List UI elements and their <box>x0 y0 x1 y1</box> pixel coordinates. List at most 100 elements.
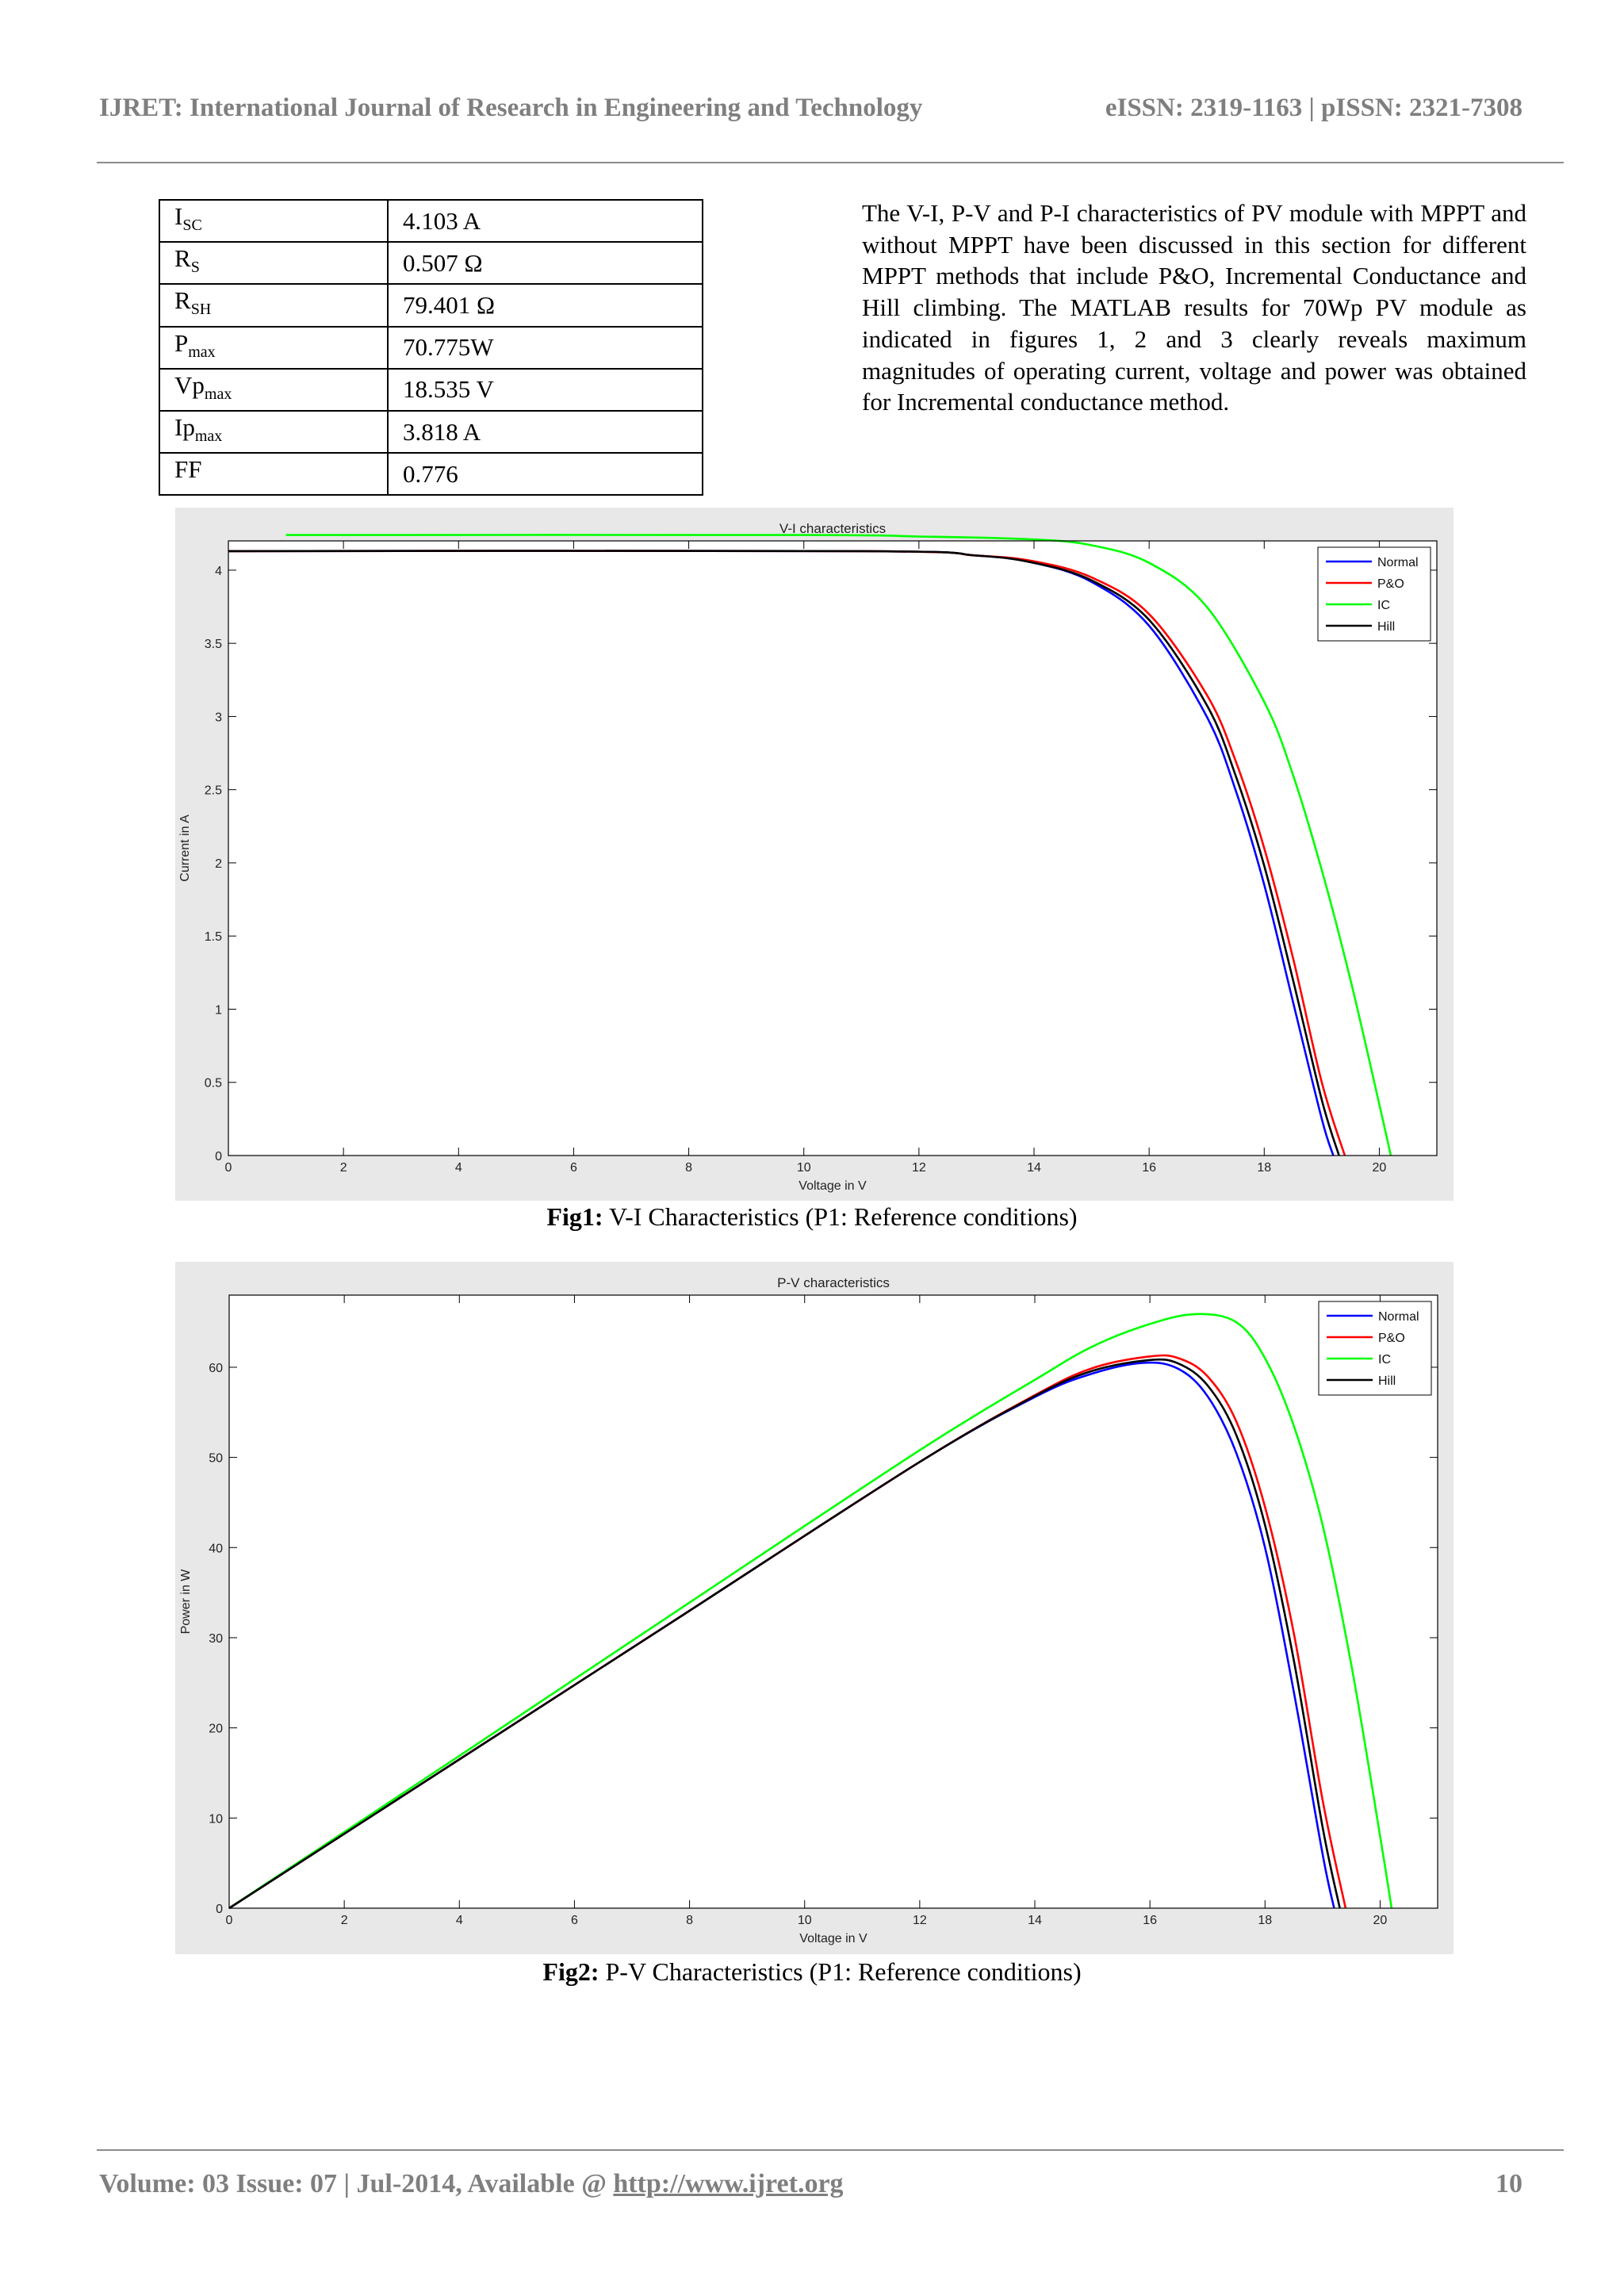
param-row: RS 0.507 Ω <box>159 241 703 286</box>
y-tick-label: 0 <box>215 1150 222 1163</box>
plot-frame <box>228 1294 1438 1909</box>
param-symbol-main: R <box>174 286 191 315</box>
x-tick-label: 12 <box>913 1914 927 1927</box>
param-symbol-main: Vp <box>174 370 205 399</box>
param-symbol-sub: SH <box>190 301 212 319</box>
footer-divider <box>97 2149 1564 2151</box>
x-tick-label: 4 <box>455 1161 462 1175</box>
y-tick-label: 3 <box>215 711 222 724</box>
param-symbol: Pmax <box>159 325 389 370</box>
plot-frame <box>228 540 1438 1156</box>
param-symbol: ISC <box>159 198 389 243</box>
y-tick-label: 20 <box>209 1723 223 1736</box>
y-tick-label: 2.5 <box>205 784 222 798</box>
y-tick-label: 1 <box>215 1003 222 1017</box>
x-tick-label: 8 <box>686 1914 693 1927</box>
y-tick-label: 40 <box>209 1542 223 1555</box>
x-tick-label: 12 <box>912 1161 926 1175</box>
page-number: 10 <box>1496 2169 1522 2198</box>
plot-area <box>228 541 1437 1156</box>
parameter-table: ISC 4.103 A RS 0.507 Ω RSH 79.401 Ω Pmax 70.775… <box>159 198 703 496</box>
series-line-hill <box>228 550 1340 1156</box>
param-value: 0.776 <box>387 452 703 496</box>
param-symbol: Ipmax <box>159 409 389 454</box>
param-value: 4.103 A <box>387 198 703 243</box>
y-axis-label: Power in W <box>179 1569 193 1635</box>
y-tick-label: 1.5 <box>205 930 222 944</box>
param-symbol: RS <box>159 241 389 286</box>
x-tick-label: 6 <box>570 1161 577 1175</box>
legend-label: Normal <box>1377 556 1419 569</box>
plot-area <box>229 1295 1438 1908</box>
param-symbol: Vpmax <box>159 367 389 412</box>
chart-title: V-I characteristics <box>779 521 886 536</box>
y-tick-label: 50 <box>209 1452 223 1466</box>
param-row: Vpmax 18.535 V <box>159 367 703 412</box>
y-tick-label: 0.5 <box>205 1077 222 1091</box>
x-tick-label: 18 <box>1257 1161 1271 1175</box>
param-row: FF 0.776 <box>159 452 703 496</box>
x-tick-label: 0 <box>226 1914 233 1927</box>
legend-label: IC <box>1378 1353 1391 1366</box>
param-row: Ipmax 3.818 A <box>159 409 703 454</box>
series-line-ic <box>228 1313 1393 1910</box>
footer-volume-text: Volume: 03 Issue: 07 | Jul-2014, Availab… <box>99 2169 614 2198</box>
param-symbol: RSH <box>159 283 389 328</box>
param-symbol-sub: max <box>194 427 223 446</box>
figure-1-caption-text: V-I Characteristics (P1: Reference condi… <box>603 1202 1078 1231</box>
param-value: 0.507 Ω <box>387 241 703 286</box>
y-tick-label: 2 <box>215 857 222 871</box>
y-tick-label: 0 <box>216 1903 223 1916</box>
x-tick-label: 14 <box>1027 1161 1041 1175</box>
param-row: RSH 79.401 Ω <box>159 283 703 328</box>
param-value: 79.401 Ω <box>387 283 703 328</box>
param-symbol-main: FF <box>174 455 202 484</box>
param-symbol-main: Ip <box>174 412 195 441</box>
legend-label: Hill <box>1377 620 1395 634</box>
x-tick-label: 2 <box>340 1161 347 1175</box>
param-symbol-main: P <box>174 328 189 357</box>
legend-label: IC <box>1377 599 1390 612</box>
param-symbol-sub: max <box>204 385 232 403</box>
journal-title: IJRET: International Journal of Research… <box>99 94 923 122</box>
y-tick-label: 3.5 <box>205 638 222 651</box>
figure-1-label: Fig1: <box>546 1202 603 1231</box>
x-tick-label: 16 <box>1142 1161 1156 1175</box>
y-tick-label: 60 <box>209 1362 223 1375</box>
figure-2-caption: Fig2: P-V Characteristics (P1: Reference… <box>0 1957 1624 1987</box>
x-tick-label: 10 <box>797 1161 811 1175</box>
figure-2-label: Fig2: <box>542 1957 599 1986</box>
x-tick-label: 2 <box>341 1914 348 1927</box>
param-row: ISC 4.103 A <box>159 198 703 243</box>
pv-chart: P-V characteristics 0 2 4 6 8 10 12 14 16 18 20 0 10 2… <box>179 1275 1438 1945</box>
y-tick-label: 30 <box>209 1632 223 1646</box>
x-tick-label: 20 <box>1373 1161 1387 1175</box>
x-tick-label: 6 <box>571 1914 578 1927</box>
param-symbol-sub: max <box>188 343 216 361</box>
figure-1-caption: Fig1: V-I Characteristics (P1: Reference… <box>0 1202 1624 1232</box>
param-row: Pmax 70.775W <box>159 325 703 370</box>
param-symbol-sub: SC <box>182 217 202 235</box>
param-value: 18.535 V <box>387 367 703 412</box>
footer-volume: Volume: 03 Issue: 07 | Jul-2014, Availab… <box>99 2169 844 2199</box>
header-divider <box>97 162 1564 163</box>
legend-label: Normal <box>1378 1310 1419 1324</box>
legend-label: P&O <box>1377 577 1404 591</box>
y-tick-label: 4 <box>215 565 222 578</box>
x-tick-label: 16 <box>1143 1914 1157 1927</box>
x-tick-label: 0 <box>225 1161 232 1175</box>
legend-label: P&O <box>1378 1332 1405 1345</box>
issn-info: eISSN: 2319-1163 | pISSN: 2321-7308 <box>1105 94 1522 122</box>
figure-2: P-V characteristics 0 2 4 6 8 10 12 14 16 18 20 0 10 2… <box>175 1262 1454 1954</box>
x-tick-label: 14 <box>1028 1914 1042 1927</box>
footer-url-link[interactable]: http://www.ijret.org <box>613 2169 844 2198</box>
x-tick-label: 8 <box>685 1161 692 1175</box>
param-value: 70.775W <box>387 325 703 370</box>
legend-label: Hill <box>1378 1374 1396 1388</box>
body-paragraph: The V-I, P-V and P-I characteristics of … <box>862 199 1526 416</box>
param-symbol-sub: S <box>190 259 200 277</box>
figure-1: V-I characteristics 0 2 4 6 8 10 12 14 16 18 20 0 0.5… <box>175 508 1454 1201</box>
series-line-hill <box>228 1358 1341 1910</box>
chart-title: P-V characteristics <box>777 1275 890 1290</box>
x-axis-label: Voltage in V <box>799 1179 867 1193</box>
